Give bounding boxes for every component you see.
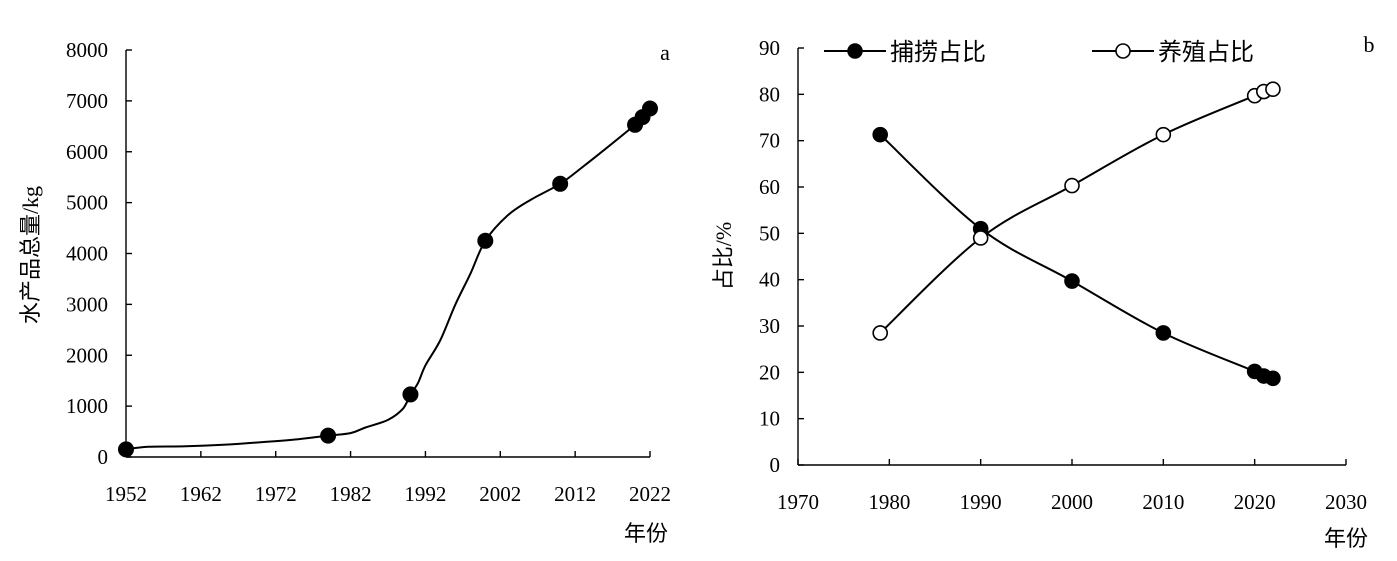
chart-b-catch-data-point: [1155, 325, 1172, 341]
chart-a-data-point: [477, 232, 494, 249]
legend-label-catch: 捕捞占比: [890, 39, 986, 66]
chart-a-x-tick-label: 2012: [554, 482, 596, 506]
chart-b-legend: 捕捞占比 养殖占比: [824, 39, 1254, 66]
chart-a-data-point: [320, 427, 337, 444]
chart-b-series-aquaculture-line: [879, 88, 1274, 334]
chart-a: 水产品总量/kg a 年份 0 1000 2000 3000 4000 5000 6000 7…: [18, 38, 671, 546]
chart-a-y-tick-label: 6000: [66, 140, 108, 164]
chart-b-series-catch-line: [879, 133, 1274, 380]
chart-b-x-tick-label: 2000: [1051, 490, 1093, 514]
chart-b-y-tick-label: 10: [759, 407, 780, 431]
chart-a-y-axis-label: 水产品总量/kg: [18, 186, 43, 324]
chart-b-x-tick-label: 1970: [777, 490, 819, 514]
chart-b-aquaculture-data-point: [1155, 126, 1172, 143]
chart-a-series-line: [125, 107, 651, 451]
chart-b-x-tick-label: 2020: [1234, 490, 1276, 514]
chart-a-y-tick-label: 7000: [66, 89, 108, 113]
chart-a-x-axis-label: 年份: [624, 521, 668, 546]
chart-a-x-tick-label: 1982: [330, 482, 372, 506]
chart-a-y-tick-label: 0: [98, 445, 109, 469]
chart-a-x-tick-label: 1992: [404, 482, 446, 506]
legend-marker-catch: [847, 43, 863, 59]
chart-b: 占比/% b 年份 捕捞占比 养殖占比 01020304050607080901…: [711, 32, 1375, 551]
chart-b-x-tick-label: 1980: [868, 490, 910, 514]
chart-b-y-tick-label: 80: [759, 82, 780, 106]
chart-b-y-tick-label: 90: [759, 36, 780, 60]
chart-b-y-tick-label: 60: [759, 175, 780, 199]
chart-b-y-tick-label: 70: [759, 129, 780, 153]
chart-b-aquaculture-data-point: [972, 230, 989, 246]
chart-b-aquaculture-data-point: [1265, 81, 1281, 98]
chart-a-x-tick-label: 1972: [255, 482, 297, 506]
chart-a-x-tick-label: 1962: [180, 482, 222, 506]
chart-a-x-tick-label: 2002: [479, 482, 521, 506]
chart-a-y-tick-label: 8000: [66, 38, 108, 62]
legend-marker-aquaculture: [1115, 43, 1131, 59]
chart-a-x-tick-label: 2022: [629, 482, 671, 506]
chart-b-y-tick-label: 0: [770, 453, 781, 477]
chart-a-data-point: [402, 386, 419, 403]
chart-a-panel-label: a: [660, 40, 670, 65]
chart-b-y-tick-label: 40: [759, 268, 780, 292]
chart-b-y-tick-label: 30: [759, 314, 780, 338]
chart-b-catch-data-point: [872, 126, 889, 143]
chart-b-catch-data-point: [1265, 370, 1281, 387]
chart-b-panel-label: b: [1364, 32, 1375, 57]
chart-a-y-tick-label: 4000: [66, 242, 108, 266]
chart-b-catch-data-point: [1064, 273, 1080, 289]
chart-b-x-tick-label: 2030: [1325, 490, 1367, 514]
chart-b-y-tick-label: 50: [759, 221, 780, 245]
chart-b-y-tick-label: 20: [759, 360, 780, 384]
chart-a-y-tick-label: 5000: [66, 191, 108, 215]
chart-b-x-tick-label: 1990: [960, 490, 1002, 514]
chart-b-x-tick-label: 2010: [1142, 490, 1184, 514]
chart-a-y-tick-label: 3000: [66, 292, 108, 316]
chart-b-x-axis-label: 年份: [1324, 526, 1368, 551]
chart-b-y-axis-label: 占比/%: [711, 222, 736, 290]
chart-b-aquaculture-data-point: [872, 325, 889, 341]
chart-b-aquaculture-data-point: [1064, 177, 1080, 194]
legend-label-aquaculture: 养殖占比: [1158, 39, 1254, 66]
chart-a-data-point: [118, 441, 134, 458]
chart-a-data-point: [552, 175, 569, 192]
chart-a-y-tick-label: 1000: [66, 394, 108, 418]
chart-a-data-point: [642, 100, 658, 117]
chart-a-x-tick-label: 1952: [105, 482, 147, 506]
chart-a-y-tick-label: 2000: [66, 343, 108, 367]
